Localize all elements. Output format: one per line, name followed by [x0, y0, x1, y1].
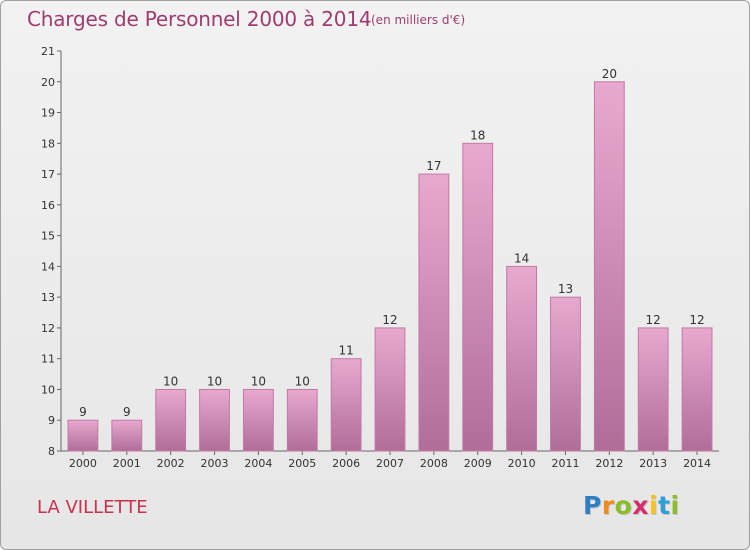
logo-letter: r: [601, 491, 615, 520]
x-tick-label-2009: 2009: [464, 457, 492, 470]
x-tick-label-2010: 2010: [508, 457, 536, 470]
x-tick-label-2005: 2005: [288, 457, 316, 470]
bar-2009: [462, 142, 494, 452]
chart-title: Charges de Personnel 2000 à 2014: [27, 7, 372, 31]
data-label-2002: 10: [163, 374, 178, 388]
commune-name: LA VILLETTE: [37, 497, 148, 518]
data-label-2003: 10: [207, 374, 222, 388]
bar-2011: [550, 296, 581, 452]
data-label-2004: 10: [251, 374, 266, 388]
x-tick-label-2003: 2003: [201, 457, 229, 470]
data-label-2013: 12: [646, 313, 661, 327]
proxiti-logo: Proxiti: [583, 491, 680, 520]
y-tick-label: 16: [41, 199, 55, 212]
data-label-2001: 9: [123, 405, 131, 419]
x-tick-label-2013: 2013: [639, 457, 667, 470]
y-tick-label: 19: [41, 107, 55, 120]
x-tick-label-2011: 2011: [551, 457, 579, 470]
data-label-2008: 17: [426, 159, 441, 173]
y-tick-label: 13: [41, 291, 55, 304]
y-tick-label: 11: [41, 353, 55, 366]
y-tick-label: 14: [41, 260, 55, 273]
data-label-2005: 10: [295, 374, 310, 388]
bar-2004: [242, 388, 274, 452]
bar-2013: [637, 327, 669, 452]
y-tick-label: 18: [41, 137, 55, 150]
y-tick-label: 17: [41, 168, 55, 181]
bar-2005: [286, 388, 318, 452]
data-label-2009: 18: [470, 128, 485, 142]
logo-letter: i: [670, 491, 680, 520]
data-label-2007: 12: [382, 313, 397, 327]
y-tick-label: 9: [48, 414, 55, 427]
y-tick-label: 21: [41, 45, 55, 58]
bar-2003: [199, 388, 230, 452]
y-tick-label: 20: [41, 76, 55, 89]
bar-2012: [593, 81, 625, 452]
x-tick-label-2001: 2001: [113, 457, 141, 470]
x-tick-label-2002: 2002: [157, 457, 185, 470]
x-tick-label-2000: 2000: [69, 457, 97, 470]
x-tick-label-2008: 2008: [420, 457, 448, 470]
logo-letter: x: [632, 491, 649, 520]
chart-bars: [67, 81, 713, 452]
bar-2008: [418, 173, 450, 452]
logo-letter: o: [614, 491, 633, 520]
data-label-2000: 9: [79, 405, 87, 419]
x-tick-label-2004: 2004: [244, 457, 272, 470]
logo-letter: t: [658, 491, 671, 520]
y-tick-label: 15: [41, 230, 55, 243]
data-label-2014: 12: [689, 313, 704, 327]
bar-2000: [67, 419, 99, 452]
y-tick-label: 10: [41, 383, 55, 396]
x-tick-label-2012: 2012: [595, 457, 623, 470]
chart-axes: 8 9 10 11 12 13 14 15 16 17 18 19 20 21 2000 2001 2002 20…: [41, 45, 719, 470]
data-label-2010: 14: [514, 251, 529, 265]
x-tick-label-2006: 2006: [332, 457, 360, 470]
x-tick-label-2007: 2007: [376, 457, 404, 470]
logo-letter: i: [649, 491, 659, 520]
bar-2002: [155, 388, 187, 452]
bar-2007: [374, 327, 406, 452]
chart-unit-note: (en milliers d'€): [371, 13, 466, 27]
bar-2001: [111, 419, 143, 452]
y-tick-label: 12: [41, 322, 55, 335]
bar-2010: [506, 265, 538, 452]
y-tick-label: 8: [48, 445, 55, 458]
data-label-2006: 11: [338, 344, 353, 358]
bar-2014: [681, 327, 713, 452]
data-label-2011: 13: [558, 282, 573, 296]
x-tick-label-2014: 2014: [683, 457, 711, 470]
logo-letter: P: [583, 491, 602, 520]
data-label-2012: 20: [602, 67, 617, 81]
bar-2006: [330, 358, 362, 452]
chart-data-labels: 9 9 10 10 10 10 11 12 17 18 14 13 20 12 12: [79, 67, 705, 419]
